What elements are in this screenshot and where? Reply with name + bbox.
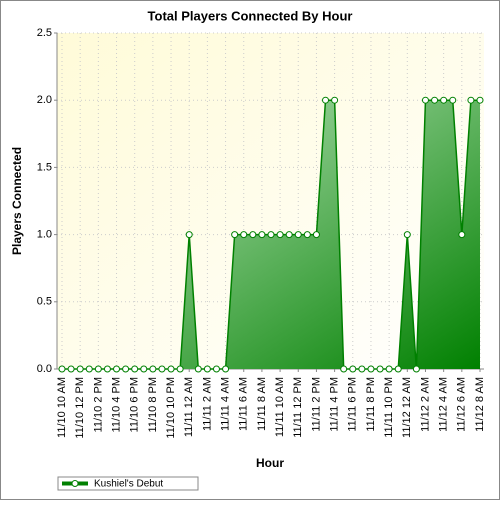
marker: [176, 365, 184, 373]
marker: [285, 231, 293, 239]
area: [62, 100, 480, 369]
marker: [349, 365, 357, 373]
marker: [312, 231, 320, 239]
marker: [140, 365, 148, 373]
marker: [267, 231, 275, 239]
x-axis-label: Hour: [256, 456, 284, 470]
x-tick-label: 11/11 2 PM: [310, 377, 322, 432]
y-tick-label: 1.5: [37, 161, 52, 173]
x-tick-label: 11/12 6 AM: [456, 377, 468, 432]
x-tick-label: 11/11 2 AM: [201, 377, 213, 431]
legend-box: [57, 476, 199, 491]
marker: [103, 365, 111, 373]
marker: [113, 365, 121, 373]
marker: [294, 231, 302, 239]
marker: [412, 365, 420, 373]
y-tick-label: 1.0: [37, 229, 52, 241]
x-tick-label: 11/10 10 PM: [165, 377, 177, 439]
x-tick-label: 11/11 10 AM: [274, 377, 286, 437]
marker: [131, 365, 139, 373]
y-tick-label: 2.5: [37, 27, 52, 39]
x-tick-label: 11/11 8 AM: [256, 377, 268, 431]
marker: [185, 231, 193, 239]
marker: [421, 96, 429, 104]
marker: [194, 365, 202, 373]
marker: [331, 96, 339, 104]
x-tick-label: 11/11 12 AM: [183, 377, 195, 437]
marker: [358, 365, 366, 373]
x-tick-label: 11/12 2 AM: [419, 377, 431, 432]
marker: [158, 365, 166, 373]
x-tick-label: 11/11 12 PM: [292, 377, 304, 438]
marker: [376, 365, 384, 373]
x-tick-label: 11/11 6 AM: [238, 377, 250, 431]
marker: [258, 231, 266, 239]
marker: [476, 96, 484, 104]
x-tick-label: 11/12 8 AM: [474, 377, 486, 432]
x-tick-label: 11/12 12 AM: [401, 377, 413, 438]
chart-title: Total Players Connected By Hour: [148, 8, 353, 23]
marker: [240, 231, 248, 239]
x-tick-label: 11/11 10 PM: [383, 377, 395, 438]
marker: [222, 365, 230, 373]
x-tick-label: 11/11 4 PM: [329, 377, 341, 432]
marker: [403, 231, 411, 239]
legend-label: Kushiel's Debut: [94, 479, 163, 490]
marker: [76, 365, 84, 373]
y-axis-label: Players Connected: [10, 147, 24, 255]
marker: [458, 231, 466, 239]
marker: [449, 96, 457, 104]
x-tick-label: 11/10 2 PM: [92, 377, 104, 432]
marker: [149, 365, 157, 373]
x-tick-label: 11/11 6 PM: [347, 377, 359, 432]
x-tick-label: 11/11 8 PM: [365, 377, 377, 432]
x-tick-label: 11/10 6 PM: [129, 377, 141, 432]
marker: [340, 365, 348, 373]
marker: [212, 365, 220, 373]
marker: [94, 365, 102, 373]
legend-marker: [71, 480, 79, 487]
y-tick-label: 0.5: [37, 296, 52, 308]
marker: [67, 365, 75, 373]
marker: [394, 365, 402, 373]
x-tick-label: 11/10 8 PM: [147, 377, 159, 432]
x-tick-label: 11/12 4 AM: [438, 377, 450, 432]
y-tick-label: 2.0: [37, 94, 52, 106]
y-tick-label: 0.0: [37, 363, 52, 375]
marker: [367, 365, 375, 373]
marker: [276, 231, 284, 239]
marker: [303, 231, 311, 239]
x-tick-label: 11/10 4 PM: [110, 377, 122, 432]
marker: [249, 231, 257, 239]
marker: [322, 96, 330, 104]
marker: [85, 365, 93, 373]
marker: [440, 96, 448, 104]
x-tick-label: 11/11 4 AM: [219, 377, 231, 431]
x-tick-label: 11/10 12 PM: [74, 377, 86, 439]
marker: [122, 365, 130, 373]
marker: [58, 365, 66, 373]
marker: [431, 96, 439, 104]
marker: [231, 231, 239, 239]
marker: [203, 365, 211, 373]
marker: [167, 365, 175, 373]
marker: [385, 365, 393, 373]
x-tick-label: 11/10 10 AM: [56, 377, 68, 438]
marker: [467, 96, 475, 104]
